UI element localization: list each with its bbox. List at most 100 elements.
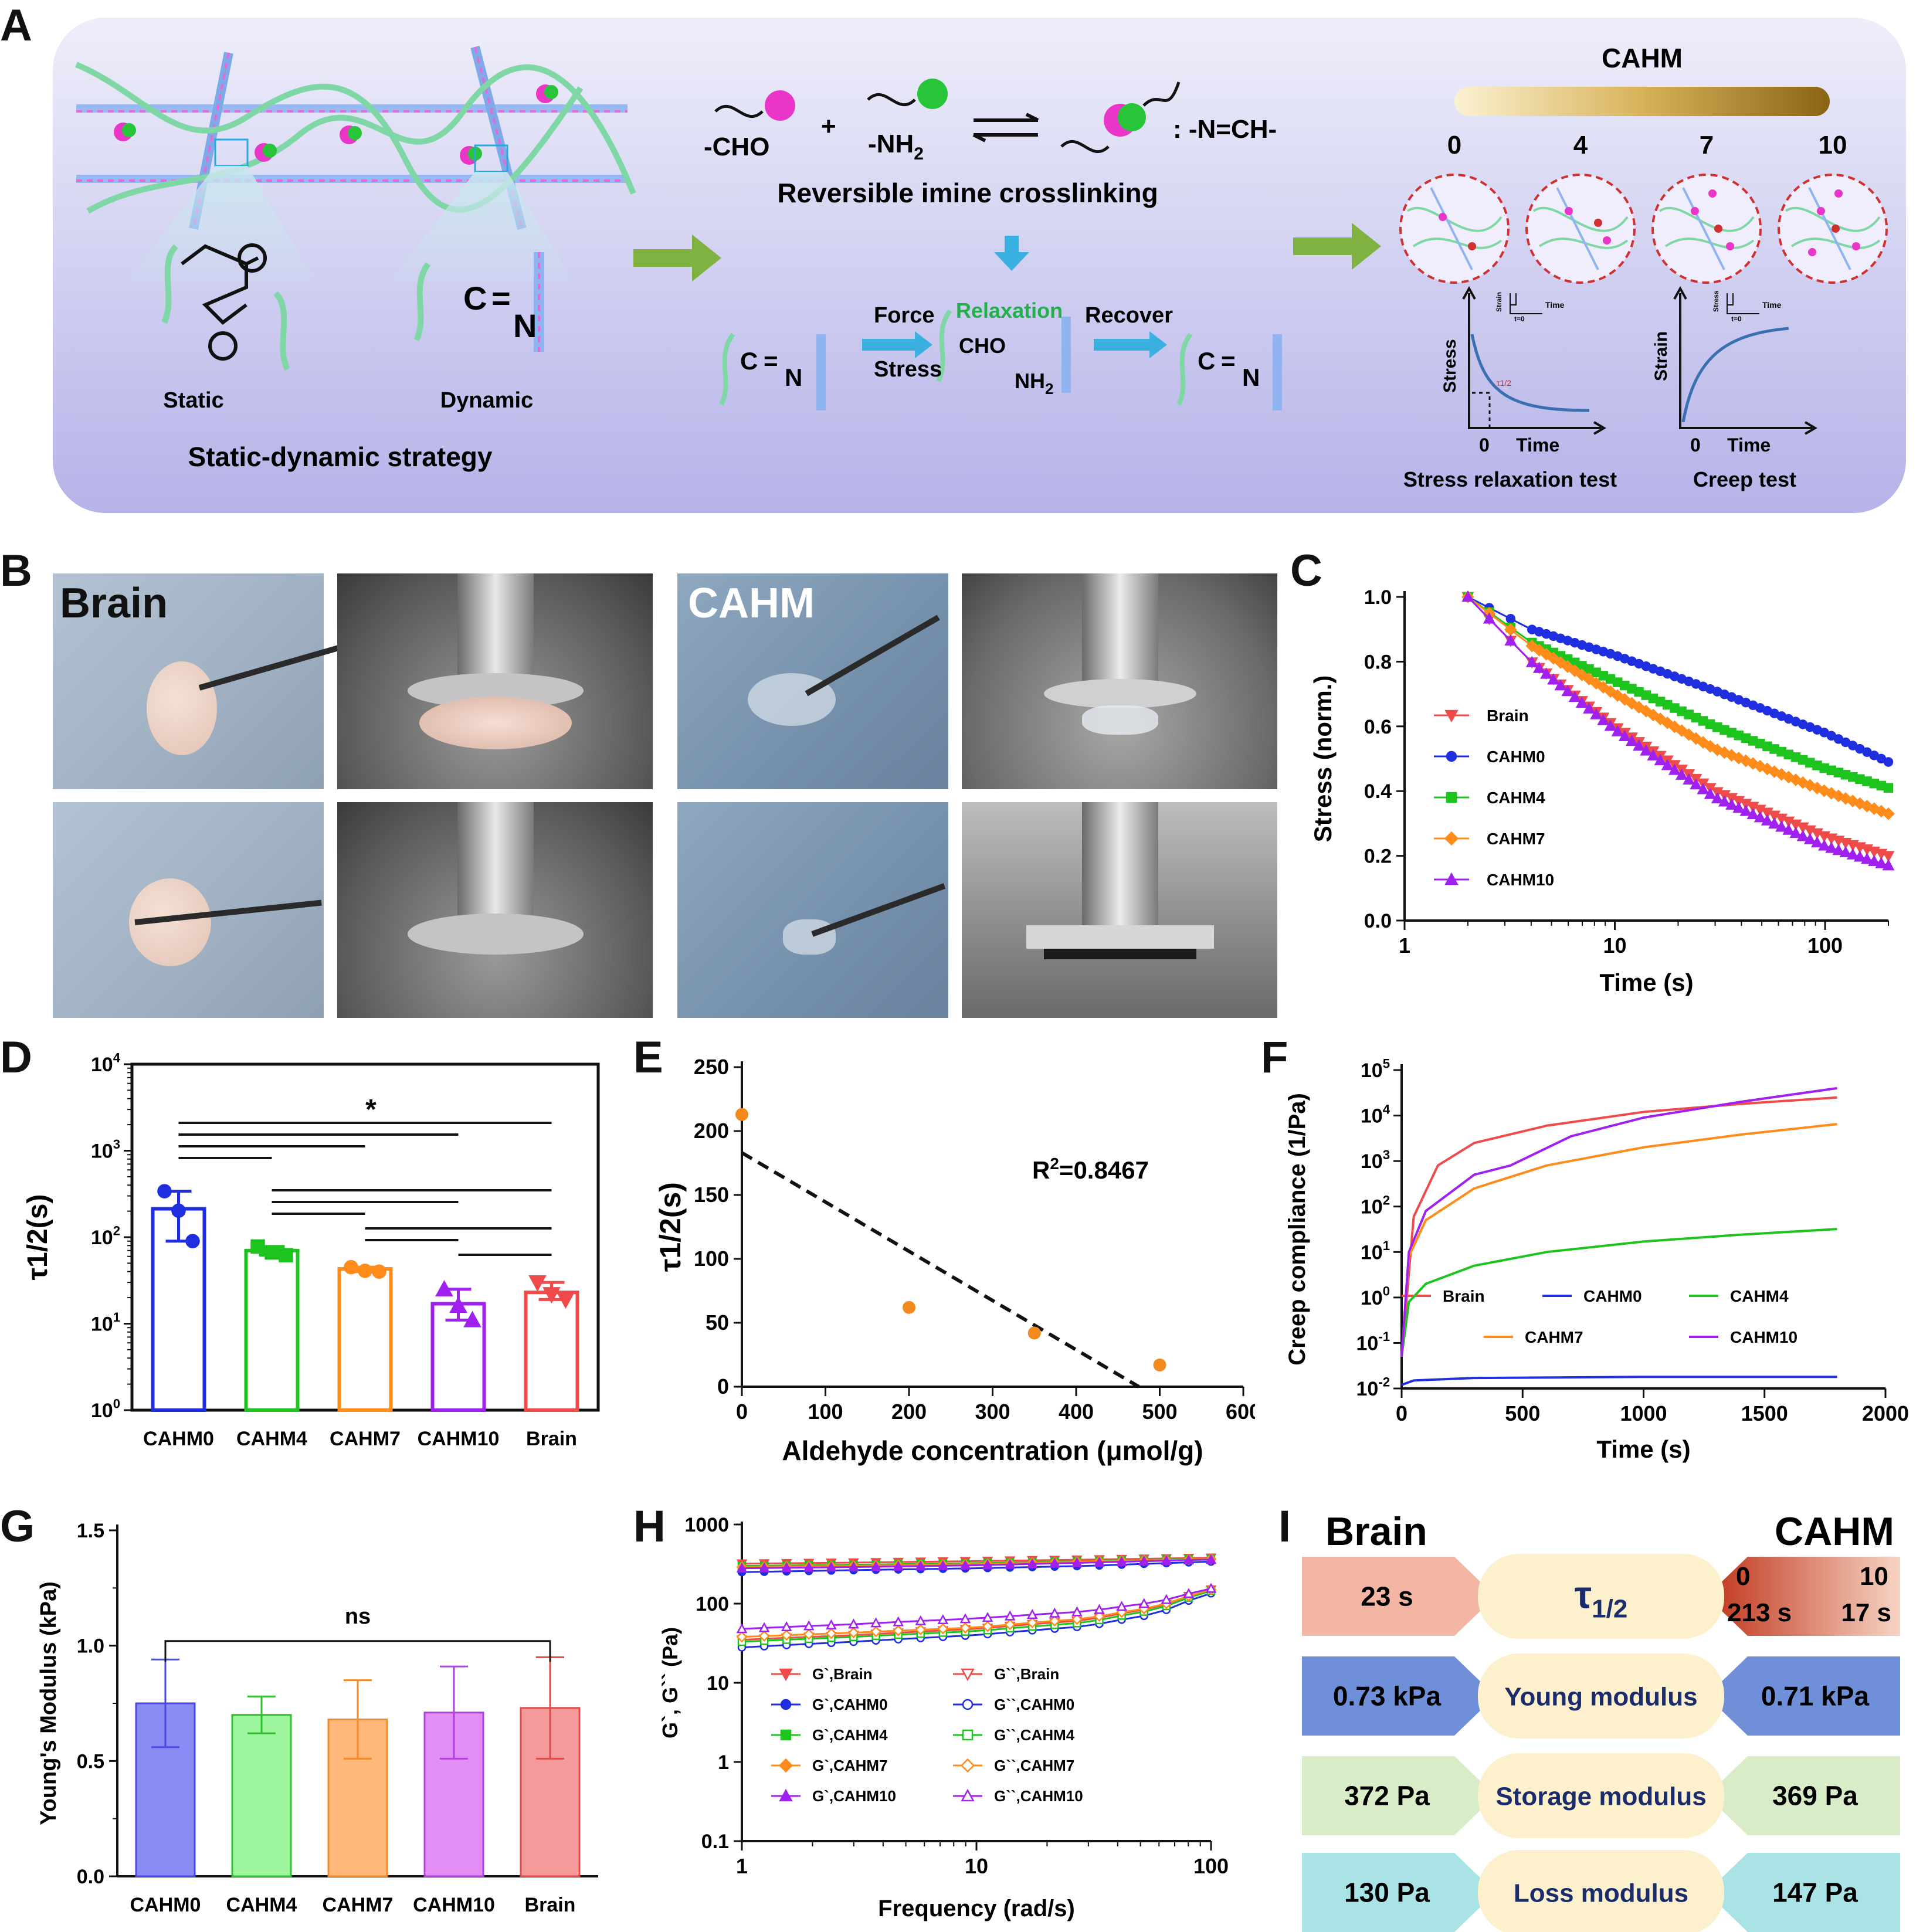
y-tick-label: 0.0 — [1364, 910, 1392, 932]
replicate-point-Brain — [528, 1275, 547, 1292]
data-point-CAHM10 — [1810, 836, 1823, 848]
legend-marker — [779, 1668, 793, 1682]
data-point-CAHM10 — [1604, 719, 1617, 731]
creep-test-label: Creep test — [1693, 467, 1796, 491]
x-tick-label: 1500 — [1741, 1401, 1788, 1425]
data-point-CAHM10 — [1661, 759, 1674, 770]
data-point-CAHM7 — [1532, 643, 1546, 657]
strategy-label: Static-dynamic strategy — [188, 442, 493, 472]
y-tick-label: 1.5 — [77, 1520, 104, 1542]
cho-fragment: CHO — [959, 334, 1006, 358]
cahm-range-min: 0 — [1736, 1562, 1750, 1591]
y-tick-label: 0 — [717, 1374, 729, 1398]
cahm-level-0: 0 — [1447, 131, 1461, 159]
data-point — [1183, 1588, 1195, 1598]
x-tick-label: CAHM10 — [418, 1428, 500, 1450]
stress-relaxation-mini-chart — [1462, 286, 1606, 435]
series-CAHM10: CAHM10 — [1400, 1086, 1837, 1357]
y-tick-label: 100 — [91, 1397, 120, 1422]
legend-label: G`,CAHM0 — [812, 1696, 888, 1713]
legend-label: CAHM4 — [1730, 1287, 1789, 1305]
data-point — [1153, 1358, 1166, 1371]
legend-label: G``,CAHM0 — [994, 1696, 1074, 1713]
data-point-CAHM7 — [1661, 716, 1674, 729]
data-point — [937, 1560, 949, 1570]
svg-text:0: 0 — [1479, 434, 1490, 456]
center-label-pill — [1478, 1554, 1724, 1639]
data-point — [959, 1560, 971, 1570]
replicate-point-CAHM7 — [344, 1259, 358, 1275]
data-point-CAHM10 — [1732, 801, 1745, 813]
data-point-CAHM10 — [1818, 839, 1831, 851]
x-tick-label: 0 — [1396, 1401, 1408, 1425]
svg-text:τ1/2: τ1/2 — [1497, 378, 1511, 388]
data-point-CAHM7 — [1704, 739, 1717, 753]
y-tick-label: 10 — [707, 1672, 729, 1695]
data-point — [1026, 1609, 1038, 1619]
data-point — [1026, 1617, 1038, 1629]
mini-strain-axis: Strain — [1651, 331, 1671, 381]
replicate-point-Brain — [542, 1287, 561, 1304]
x-tick-label: CAHM7 — [323, 1894, 394, 1916]
replicate-point-CAHM0 — [157, 1184, 172, 1198]
svg-text:0: 0 — [1690, 434, 1701, 456]
data-point-CAHM7 — [1739, 754, 1752, 768]
x-axis-label: Time (s) — [1596, 1435, 1690, 1463]
series-line — [741, 1557, 1212, 1565]
y-tick-label: 50 — [706, 1310, 729, 1335]
data-point — [1049, 1607, 1060, 1618]
series-line-CAHM4 — [1400, 1228, 1837, 1357]
data-point-CAHM7 — [1697, 736, 1710, 749]
panel-i-summary: Brain CAHM 23 s τ1/2 0 10 213 s 17 s 0.73 kPa You… — [1302, 1509, 1900, 1932]
y-tick-label: 1.0 — [1364, 586, 1392, 609]
mini-time-axis-2: Time — [1727, 434, 1771, 456]
x-tick-label: 100 — [808, 1400, 843, 1424]
data-point-CAHM10 — [1483, 612, 1495, 624]
data-point — [1116, 1601, 1127, 1611]
replicate-point-CAHM0 — [171, 1203, 186, 1218]
data-point — [1183, 1554, 1195, 1565]
series-line — [741, 1590, 1212, 1643]
x-tick-label: 100 — [1193, 1854, 1229, 1878]
legend-label: G`,Brain — [812, 1665, 873, 1683]
legend-marker — [961, 1788, 975, 1802]
x-tick-label: 400 — [1059, 1400, 1094, 1424]
svg-text:C: C — [1198, 347, 1215, 375]
data-point — [848, 1618, 859, 1629]
data-point-CAHM7 — [1675, 724, 1688, 738]
panel-letter-g: G — [0, 1502, 35, 1551]
nh2-fragment: NH2 — [1015, 369, 1053, 398]
legend-marker-CAHM0 — [1446, 751, 1457, 762]
svg-text:=: = — [1221, 347, 1236, 375]
chart-d-tau-bar: 100 101 102 103 104 τ1/2(s) CAHM0 CAHM4 CAHM7 CAH… — [22, 1051, 600, 1450]
data-point — [982, 1559, 993, 1570]
cho-label: -CHO — [704, 133, 769, 161]
data-point-CAHM10 — [1525, 656, 1538, 667]
panel-letter-c: C — [1290, 546, 1322, 596]
data-point-CAHM7 — [1618, 692, 1632, 706]
x-tick-label: 10 — [965, 1854, 988, 1878]
data-point-CAHM10 — [1690, 778, 1702, 790]
x-tick-label: 100 — [1807, 933, 1843, 957]
bar-CAHM7 — [337, 1267, 393, 1413]
data-point-CAHM10 — [1853, 850, 1866, 862]
left-value-box — [1302, 1853, 1495, 1932]
panel-i-cahm-title: CAHM — [1775, 1509, 1894, 1554]
imine-cycle — [719, 309, 1282, 410]
data-point — [959, 1622, 971, 1634]
series-G``,CAHM10: G``,CAHM10 — [736, 1583, 1217, 1805]
cahm-range-max: 10 — [1860, 1562, 1888, 1591]
data-point-CAHM10 — [1754, 811, 1766, 823]
y-tick-label: 150 — [694, 1183, 729, 1207]
data-point — [736, 1623, 748, 1634]
data-point-CAHM7 — [1647, 708, 1660, 722]
data-point-CAHM10 — [1611, 725, 1624, 736]
data-point — [847, 1627, 860, 1639]
data-point-CAHM10 — [1575, 696, 1588, 708]
y-tick-label: 1000 — [684, 1514, 729, 1536]
blue-down-arrow — [994, 236, 1029, 271]
data-point-CAHM10 — [1590, 708, 1603, 719]
x-tick-label: 2000 — [1862, 1401, 1909, 1425]
replicate-point-CAHM4 — [250, 1239, 265, 1254]
data-point-CAHM7 — [1810, 782, 1824, 794]
